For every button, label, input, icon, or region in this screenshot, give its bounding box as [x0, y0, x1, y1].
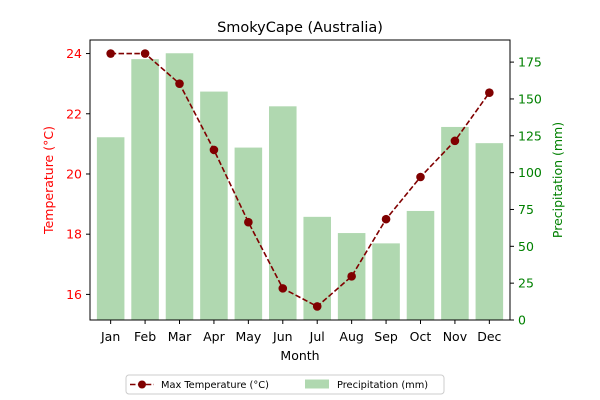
right-y-tick-label: 175 [518, 55, 542, 70]
left-y-axis: 16 18 20 22 24 [66, 46, 90, 302]
x-tick-label: Oct [410, 329, 432, 344]
x-tick-label: Nov [443, 329, 468, 344]
x-axis: Jan Feb Mar Apr May Jun Jul Aug Sep Oct Nov Dec [100, 320, 502, 344]
x-tick-label: Jul [309, 329, 325, 344]
legend-label: Precipitation (mm) [337, 380, 428, 391]
x-tick-label: Apr [203, 329, 225, 344]
left-y-tick-label: 22 [66, 106, 82, 121]
precip-bar-apr [200, 91, 228, 320]
temp-point-feb [140, 49, 150, 58]
right-y-tick-label: 75 [518, 202, 534, 217]
x-axis-label: Month [280, 348, 319, 363]
x-tick-label: Dec [477, 329, 501, 344]
x-tick-label: Jan [100, 329, 120, 344]
chart-title: SmokyCape (Australia) [217, 20, 383, 36]
x-tick-label: Sep [374, 329, 398, 344]
legend: Max Temperature (°C) Precipitation (mm) [125, 374, 445, 395]
x-tick-label: Feb [134, 329, 156, 344]
left-y-axis-label: Temperature (°C) [41, 126, 56, 235]
precip-bar-feb [131, 59, 159, 320]
x-tick-label: Mar [168, 329, 192, 344]
temp-point-jan [106, 49, 115, 58]
legend-label: Max Temperature (°C) [161, 380, 269, 391]
right-y-axis: 0 25 50 75 100 125 150 175 [510, 55, 542, 328]
temp-point-nov [450, 136, 460, 146]
left-y-tick-label: 18 [66, 227, 82, 242]
left-y-tick-label: 24 [66, 46, 82, 61]
temp-point-oct [416, 172, 425, 182]
precip-bar-oct [406, 210, 435, 320]
temp-point-apr [209, 145, 219, 155]
temperature-line [106, 49, 494, 311]
temp-point-mar [175, 79, 184, 88]
right-y-tick-label: 0 [518, 313, 526, 328]
precipitation-bars [96, 53, 504, 321]
right-y-tick-label: 25 [518, 276, 534, 291]
precip-bar-may [234, 147, 263, 320]
temp-point-sep [381, 214, 391, 224]
legend-bar-swatch [305, 379, 329, 389]
left-y-tick-label: 16 [66, 287, 82, 302]
plot-frame [89, 39, 511, 321]
right-y-tick-label: 100 [518, 165, 542, 180]
temp-point-aug [347, 272, 356, 281]
right-y-tick-label: 125 [518, 128, 542, 143]
precip-bar-jan [96, 137, 125, 320]
left-y-tick-label: 20 [66, 166, 82, 181]
right-y-axis-label: Precipitation (mm) [550, 122, 565, 238]
x-tick-label: Aug [339, 329, 363, 344]
temp-point-dec [485, 88, 494, 97]
x-tick-label: May [235, 329, 261, 344]
precip-bar-mar [165, 53, 194, 321]
legend-box [125, 374, 445, 395]
precip-bar-sep [372, 243, 400, 320]
precip-bar-dec [475, 143, 504, 320]
right-y-tick-label: 50 [518, 239, 534, 254]
x-tick-label: Jun [272, 329, 293, 344]
temp-point-jun [278, 284, 288, 293]
temp-point-jul [312, 302, 322, 311]
temperature-series-line [110, 52, 490, 308]
temp-point-may [244, 217, 253, 227]
right-y-tick-label: 150 [518, 91, 542, 106]
precip-bar-nov [441, 126, 469, 321]
legend-marker-swatch [138, 380, 146, 389]
